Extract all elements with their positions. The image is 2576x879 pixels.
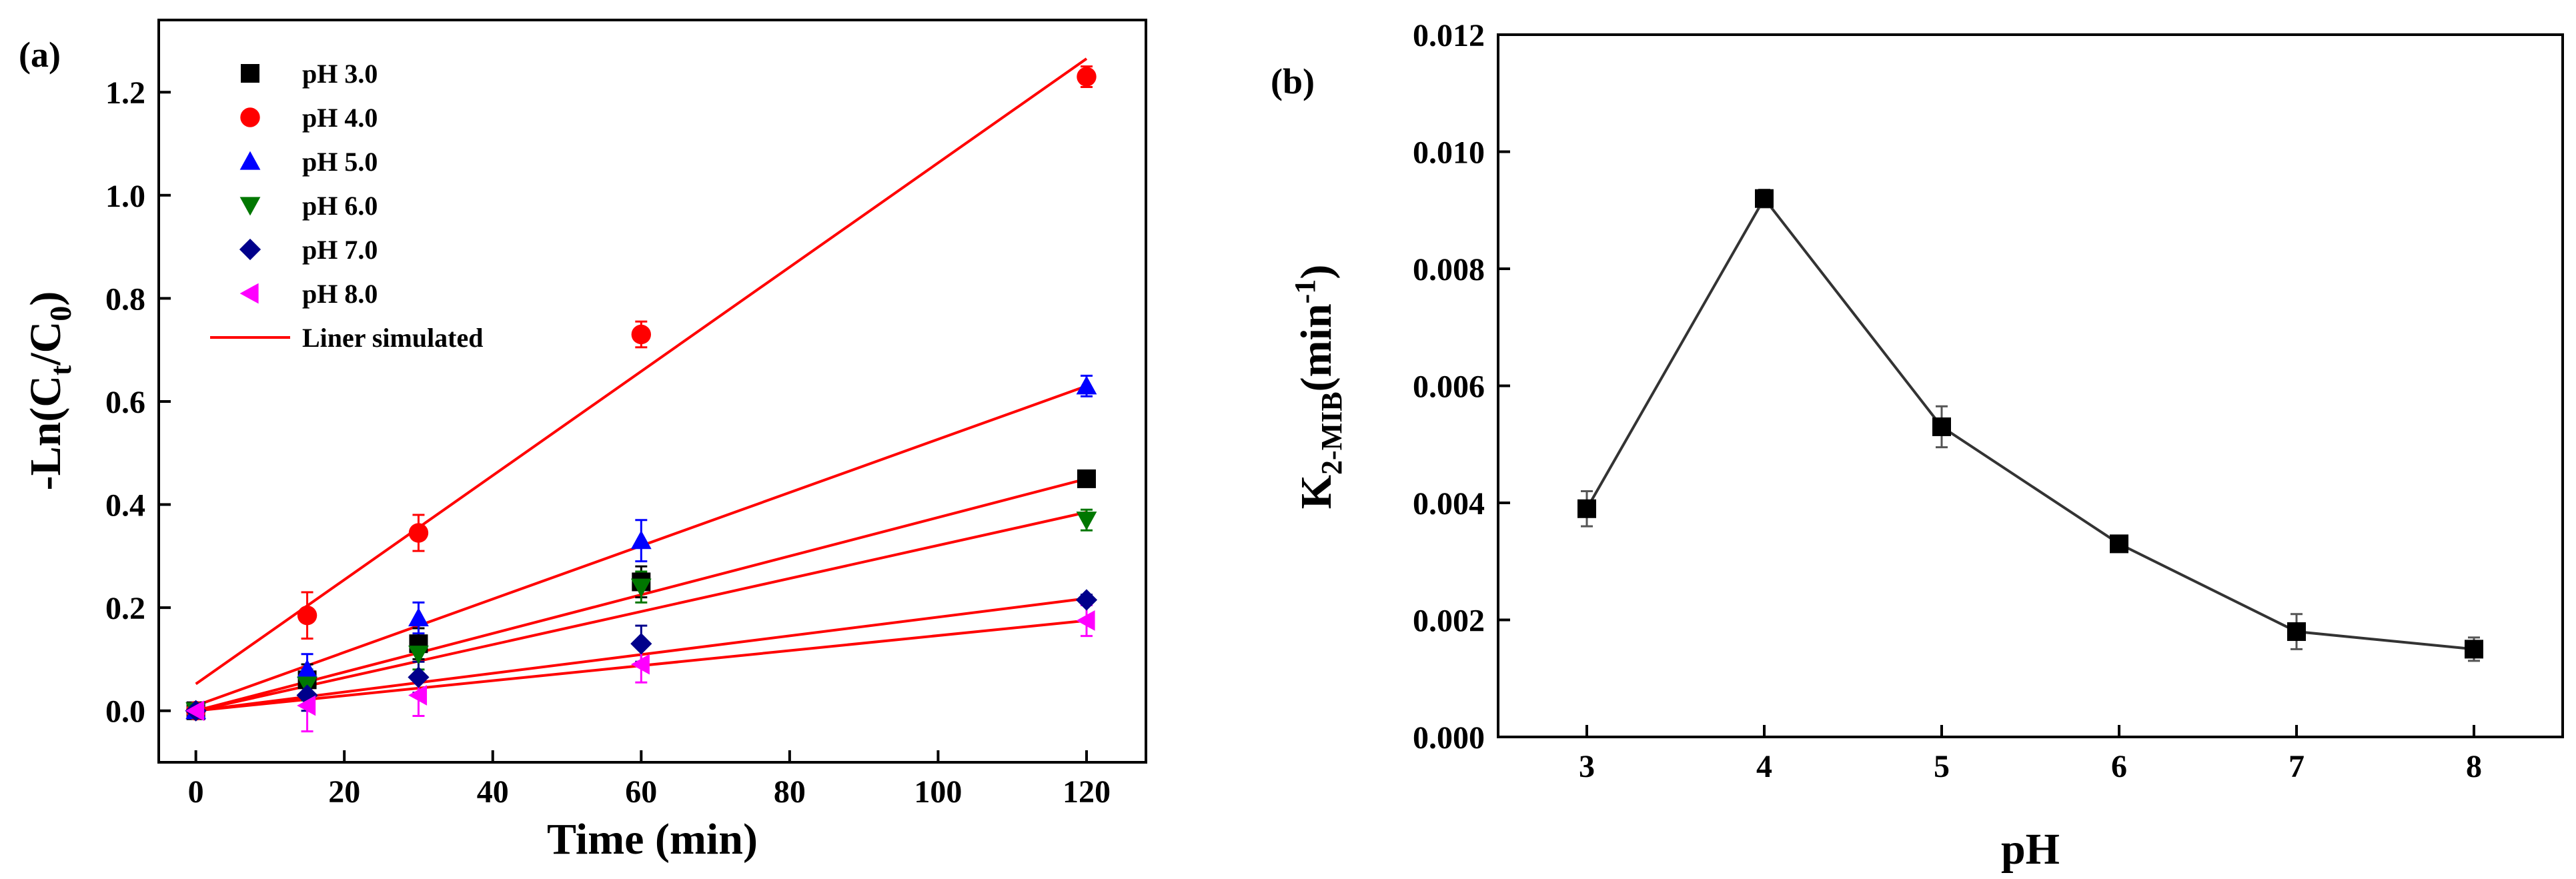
series-line-b bbox=[1585, 196, 2475, 651]
error-bars-b bbox=[1581, 189, 2480, 662]
legend-marker bbox=[239, 238, 261, 261]
data-point bbox=[2110, 534, 2128, 554]
data-point bbox=[1076, 375, 1097, 395]
y-axis-title-b: K2-MIB(min-1) bbox=[1289, 265, 1348, 510]
data-point bbox=[1755, 189, 1774, 208]
x-tick-label: 4 bbox=[1756, 749, 1772, 784]
y-tick-label: 0.006 bbox=[1413, 369, 1485, 405]
x-tick-label: 60 bbox=[625, 774, 657, 810]
panel-label-a: (a) bbox=[19, 35, 61, 75]
data-point bbox=[1076, 512, 1097, 531]
y-tick-label: 0.004 bbox=[1413, 486, 1485, 522]
legend-label: pH 7.0 bbox=[302, 235, 378, 265]
data-point bbox=[408, 646, 429, 665]
y-tick-label: 0.4 bbox=[105, 488, 145, 524]
x-axis-title-a: Time (min) bbox=[547, 815, 758, 864]
y-tick-label: 0.8 bbox=[105, 281, 145, 317]
data-point bbox=[1075, 589, 1098, 611]
y-tick-label: 0.008 bbox=[1413, 252, 1485, 287]
data-point bbox=[297, 695, 316, 716]
data-point bbox=[2465, 640, 2483, 659]
x-tick-label: 100 bbox=[914, 774, 962, 810]
y-tick-label: 0.6 bbox=[105, 385, 145, 420]
data-point bbox=[185, 700, 205, 722]
data-points-a bbox=[185, 67, 1098, 722]
legend-marker bbox=[239, 197, 261, 216]
data-point bbox=[1077, 67, 1097, 87]
x-tick-label: 40 bbox=[477, 774, 509, 810]
data-point bbox=[1076, 610, 1095, 631]
panel-label-b: (b) bbox=[1271, 61, 1315, 101]
data-point bbox=[630, 578, 652, 598]
legend-marker bbox=[241, 64, 259, 83]
data-point bbox=[408, 523, 429, 543]
x-tick-label: 3 bbox=[1579, 749, 1595, 784]
data-point bbox=[1077, 469, 1096, 488]
data-point bbox=[408, 685, 428, 706]
y-tick-label: 1.0 bbox=[105, 179, 145, 214]
data-point bbox=[408, 608, 429, 627]
plot-frame-a bbox=[157, 19, 1147, 764]
x-tick-label: 0 bbox=[188, 774, 204, 810]
x-axis-ticks-a: 0 20 40 60 80 100 120 bbox=[188, 750, 1111, 810]
y-axis-title-a: -Ln(Ct/C0) bbox=[21, 291, 77, 491]
legend-label: pH 3.0 bbox=[302, 59, 378, 89]
x-tick-label: 5 bbox=[1934, 749, 1950, 784]
fit-line-4 bbox=[195, 511, 1087, 712]
y-tick-label: 0.000 bbox=[1413, 720, 1485, 756]
data-point bbox=[630, 633, 652, 655]
chart-panel-a: 0 20 40 60 80 100 120 0.0 0.2 0.4 0.6 0.8 1.0 1.2 (a… bbox=[19, 19, 1147, 864]
data-point bbox=[1577, 499, 1596, 518]
x-tick-label: 6 bbox=[2111, 749, 2127, 784]
y-axis-ticks-b: 0.000 0.002 0.004 0.006 0.008 0.010 0.012 bbox=[1413, 18, 1510, 756]
data-point bbox=[297, 659, 317, 678]
legend-marker bbox=[239, 151, 261, 170]
x-tick-label: 8 bbox=[2466, 749, 2482, 784]
legend-label: pH 6.0 bbox=[302, 191, 378, 221]
data-point bbox=[2287, 622, 2306, 642]
y-tick-label: 0.0 bbox=[105, 694, 145, 730]
x-axis-title-b: pH bbox=[2001, 825, 2060, 874]
data-point bbox=[630, 530, 652, 550]
series-line bbox=[1585, 196, 2475, 651]
fit-lines-a bbox=[195, 57, 1088, 712]
x-tick-label: 80 bbox=[774, 774, 806, 810]
y-tick-label: 0.012 bbox=[1413, 18, 1485, 53]
y-tick-label: 0.2 bbox=[105, 591, 145, 626]
legend-marker bbox=[240, 107, 260, 127]
y-tick-label: 0.002 bbox=[1413, 604, 1485, 639]
legend-label: pH 8.0 bbox=[302, 279, 378, 309]
data-point bbox=[297, 606, 317, 626]
x-tick-label: 120 bbox=[1063, 774, 1111, 810]
fit-line-2 bbox=[195, 57, 1088, 686]
legend-fit-label: Liner simulated bbox=[302, 323, 484, 353]
y-tick-label: 0.010 bbox=[1413, 135, 1485, 171]
legend-label: pH 5.0 bbox=[302, 147, 378, 177]
data-point bbox=[631, 324, 652, 345]
legend-a: pH 3.0 pH 4.0 pH 5.0 pH 6.0 pH 7.0 pH 8.0 Line… bbox=[210, 59, 484, 353]
x-axis-ticks-b: 3 4 5 6 7 8 bbox=[1579, 725, 2482, 784]
legend-label: pH 4.0 bbox=[302, 103, 378, 133]
legend-marker bbox=[239, 283, 259, 304]
x-tick-label: 7 bbox=[2289, 749, 2305, 784]
data-point bbox=[1932, 417, 1951, 436]
data-point bbox=[408, 666, 430, 688]
data-points-b bbox=[1577, 189, 2483, 659]
y-tick-label: 1.2 bbox=[105, 75, 145, 111]
x-tick-label: 20 bbox=[328, 774, 360, 810]
data-point bbox=[630, 654, 650, 675]
y-axis-ticks-a: 0.0 0.2 0.4 0.6 0.8 1.0 1.2 bbox=[105, 75, 171, 730]
